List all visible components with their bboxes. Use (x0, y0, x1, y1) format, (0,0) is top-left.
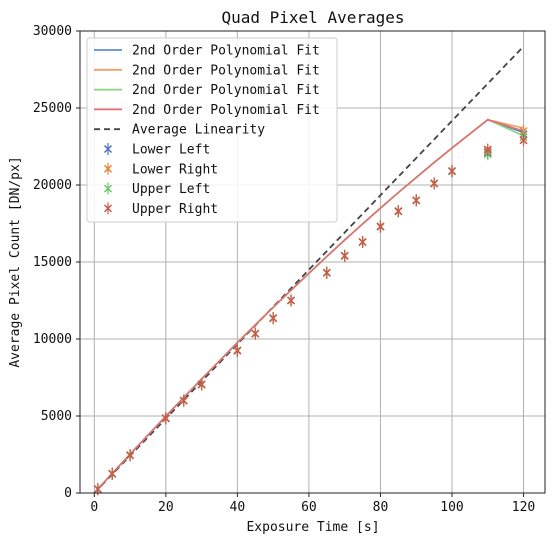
y-tick-label: 25000 (33, 101, 72, 116)
legend-label: 2nd Order Polynomial Fit (132, 83, 320, 98)
data-point (394, 205, 403, 218)
x-tick-label: 60 (301, 500, 317, 515)
data-point (412, 194, 421, 207)
legend-entry: Lower Right (103, 162, 218, 177)
legend-entry: 2nd Order Polynomial Fit (94, 44, 320, 59)
x-tick-label: 0 (90, 500, 98, 515)
data-point (447, 165, 457, 178)
data-point (233, 344, 242, 357)
legend-label: Upper Left (132, 182, 210, 197)
legend-label: Upper Right (132, 202, 218, 217)
data-point (126, 449, 135, 462)
legend-entry: 2nd Order Polynomial Fit (94, 103, 320, 118)
data-point (197, 378, 206, 391)
legend-entry: 2nd Order Polynomial Fit (94, 83, 320, 98)
data-point (179, 394, 188, 407)
x-tick-label: 20 (158, 500, 174, 515)
data-point (322, 266, 331, 279)
y-axis-label: Average Pixel Count [DN/px] (8, 156, 23, 367)
data-point (483, 143, 492, 156)
legend-entry: Average Linearity (94, 123, 265, 138)
plot-markers (93, 125, 528, 496)
x-tick-label: 120 (512, 500, 535, 515)
data-point (340, 249, 349, 262)
legend-label: 2nd Order Polynomial Fit (132, 44, 320, 59)
y-tick-label: 5000 (41, 409, 72, 424)
data-point (358, 235, 367, 248)
x-axis-label: Exposure Time [s] (246, 520, 379, 535)
x-tick-label: 40 (230, 500, 246, 515)
y-tick-label: 20000 (33, 178, 72, 193)
legend-label: Lower Left (132, 143, 210, 158)
y-axis-ticks: 0 5000 10000 15000 20000 25000 30000 (33, 24, 80, 501)
legend-label: 2nd Order Polynomial Fit (132, 63, 320, 78)
data-point (376, 220, 385, 233)
legend-box (86, 37, 338, 223)
data-point (108, 467, 117, 480)
data-point (519, 134, 528, 147)
data-point (287, 294, 296, 307)
legend-label: Average Linearity (132, 123, 265, 138)
x-tick-label: 80 (373, 500, 389, 515)
legend-label: Lower Right (132, 162, 218, 177)
legend-entry: Lower Left (103, 143, 210, 158)
chart-title: Quad Pixel Averages (221, 8, 404, 27)
x-axis-ticks: 0 20 40 60 80 100 120 (90, 493, 535, 515)
legend-entry: 2nd Order Polynomial Fit (94, 63, 320, 78)
data-point (269, 312, 278, 325)
legend: 2nd Order Polynomial Fit 2nd Order Polyno… (86, 37, 338, 223)
y-tick-label: 30000 (33, 24, 72, 39)
polynomial-fit-line-3 (97, 118, 524, 490)
series-upper-right (93, 134, 528, 496)
y-tick-label: 10000 (33, 332, 72, 347)
y-tick-label: 15000 (33, 255, 72, 270)
data-point (251, 327, 260, 340)
data-point (430, 177, 439, 190)
legend-entry: Upper Right (103, 202, 218, 217)
y-tick-label: 0 (64, 486, 72, 501)
legend-entry: Upper Left (103, 182, 210, 197)
x-tick-label: 100 (440, 500, 463, 515)
data-point (161, 412, 170, 425)
legend-label: 2nd Order Polynomial Fit (132, 103, 320, 118)
